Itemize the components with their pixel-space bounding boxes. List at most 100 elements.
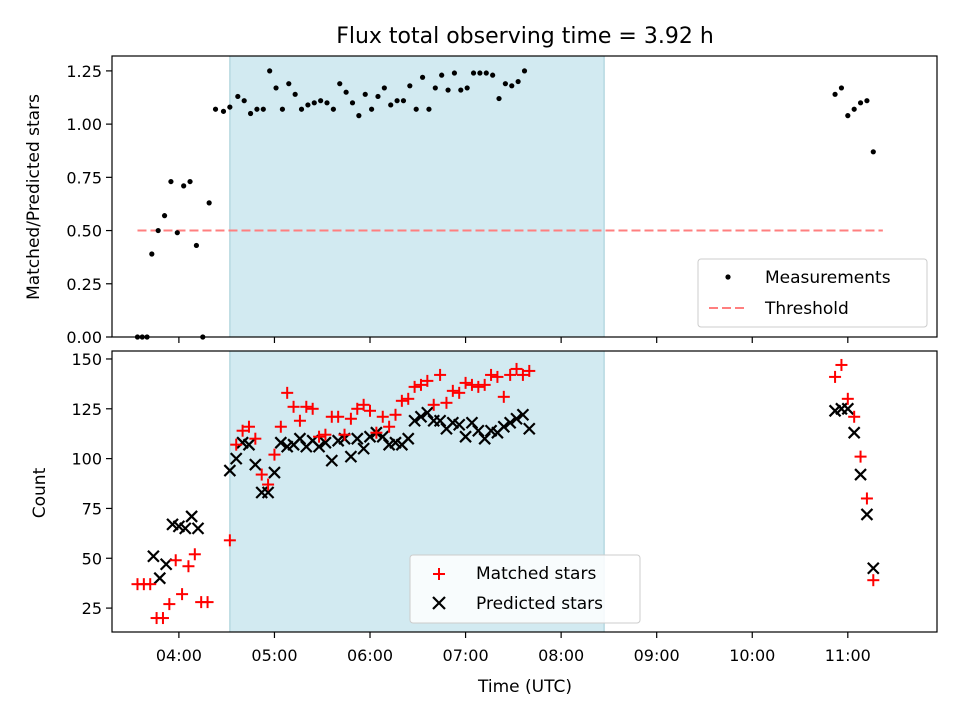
matched-star-point [434, 368, 447, 381]
measurement-point [388, 102, 394, 108]
x-tick-label: 10:00 [729, 646, 775, 665]
predicted-star-point [319, 436, 332, 449]
measurement-point [212, 106, 219, 112]
predicted-star-point [860, 508, 874, 521]
matched-star-point [262, 478, 275, 491]
measurement-point [369, 106, 375, 112]
matched-star-point [281, 386, 294, 399]
measurement-point [279, 106, 286, 112]
measurement-point [490, 72, 496, 78]
predicted-star-point [401, 432, 415, 445]
predicted-star-point [408, 414, 421, 428]
chart-title: Flux total observing time = 3.92 h [336, 24, 714, 49]
predicted-star-point [185, 510, 198, 523]
measurement-point [220, 108, 227, 114]
matched-star-point [395, 394, 408, 407]
measurement-point [464, 85, 470, 91]
predicted-star-point [841, 402, 855, 416]
matched-star-point [829, 370, 842, 383]
measurement-point [407, 83, 413, 89]
predicted-star-point [459, 430, 472, 443]
matched-star-point [516, 368, 529, 381]
matched-star-point [176, 588, 189, 601]
matched-star-point [497, 390, 510, 403]
predicted-star-point [268, 466, 281, 479]
measurement-point [318, 98, 324, 104]
measurement-point [149, 251, 155, 257]
measurement-point [356, 113, 362, 119]
matched-star-point [182, 560, 195, 573]
measurement-point [477, 70, 483, 76]
x-tick-label: 07:00 [443, 646, 489, 665]
measurement-point [445, 87, 451, 93]
measurement-point [857, 100, 864, 106]
predicted-star-point [503, 416, 517, 430]
x-axis-label: Time (UTC) [477, 677, 572, 697]
matched-star-point [389, 408, 402, 421]
top-y-tick-label: 1.00 [66, 115, 102, 134]
measurement-point [870, 149, 876, 155]
measurement-point [241, 98, 247, 104]
predicted-star-point [452, 418, 466, 432]
legend-predicted-marker [432, 596, 446, 610]
measurement-point [521, 68, 528, 74]
measurement-point [838, 85, 845, 91]
measurement-point [235, 93, 241, 100]
bottom-x-ticks: 04:00 05:00 06:00 07:00 08:00 09:00 10:00 11:00 [156, 632, 871, 665]
predicted-star-point [147, 549, 160, 563]
matched-star-point [156, 612, 169, 625]
matched-star-point [427, 398, 440, 411]
top-x-ticks [178, 337, 849, 343]
top-legend-box [697, 258, 928, 328]
top-y-tick-label: 0.50 [66, 222, 102, 241]
predicted-star-point [414, 410, 428, 424]
bottom-y-axis-label: Count [30, 467, 50, 518]
matched-star-point [163, 598, 176, 611]
predicted-star-point [229, 452, 243, 465]
matched-star-point [319, 428, 332, 441]
matched-star-point [306, 402, 319, 415]
predicted-star-point [523, 422, 536, 436]
matched-star-point [835, 358, 848, 371]
top-y-axis-label: Matched/Predicted stars [24, 94, 44, 300]
measurement-point [254, 106, 260, 112]
matched-star-point [242, 420, 255, 433]
matched-star-point [344, 412, 357, 425]
matched-star-point [504, 368, 517, 381]
x-tick-label: 04:00 [156, 646, 202, 665]
predicted-star-point [854, 468, 867, 481]
bottom-y-tick-label: 125 [71, 400, 102, 419]
measurement-point [337, 81, 343, 87]
predicted-star-point [867, 561, 880, 575]
predicted-star-point [223, 464, 237, 477]
matched-star-point [402, 392, 415, 405]
measurement-point [305, 102, 311, 108]
bottom-legend: Matched stars Predicted stars [409, 554, 641, 624]
matched-star-point [478, 378, 491, 391]
bottom-y-tick-label: 150 [71, 350, 102, 369]
measurement-point [439, 72, 445, 78]
top-y-tick-label: 0.25 [66, 275, 102, 294]
predicted-star-point [847, 426, 861, 439]
predicted-star-point [510, 412, 523, 426]
matched-star-point [144, 578, 157, 591]
predicted-star-point [516, 408, 530, 422]
predicted-star-point [472, 424, 485, 437]
measurement-point [267, 68, 273, 74]
predicted-star-point [293, 432, 307, 445]
measurement-point [193, 242, 200, 249]
measurement-point [247, 110, 254, 117]
measurement-point [509, 83, 515, 89]
measurement-point [330, 106, 336, 112]
matched-star-point [223, 534, 236, 547]
predicted-star-point [312, 440, 326, 453]
matched-star-point [523, 364, 536, 377]
measurement-point [206, 200, 212, 206]
legend-measurements-label: Measurements [765, 268, 891, 288]
measurement-point [413, 106, 419, 112]
top-panel: 0.00 0.25 0.50 0.75 1.00 1.25 Measurements Th… [66, 55, 938, 347]
top-y-tick-label: 0.00 [66, 328, 102, 347]
measurement-point [375, 93, 381, 100]
top-plot-frame [111, 55, 938, 338]
